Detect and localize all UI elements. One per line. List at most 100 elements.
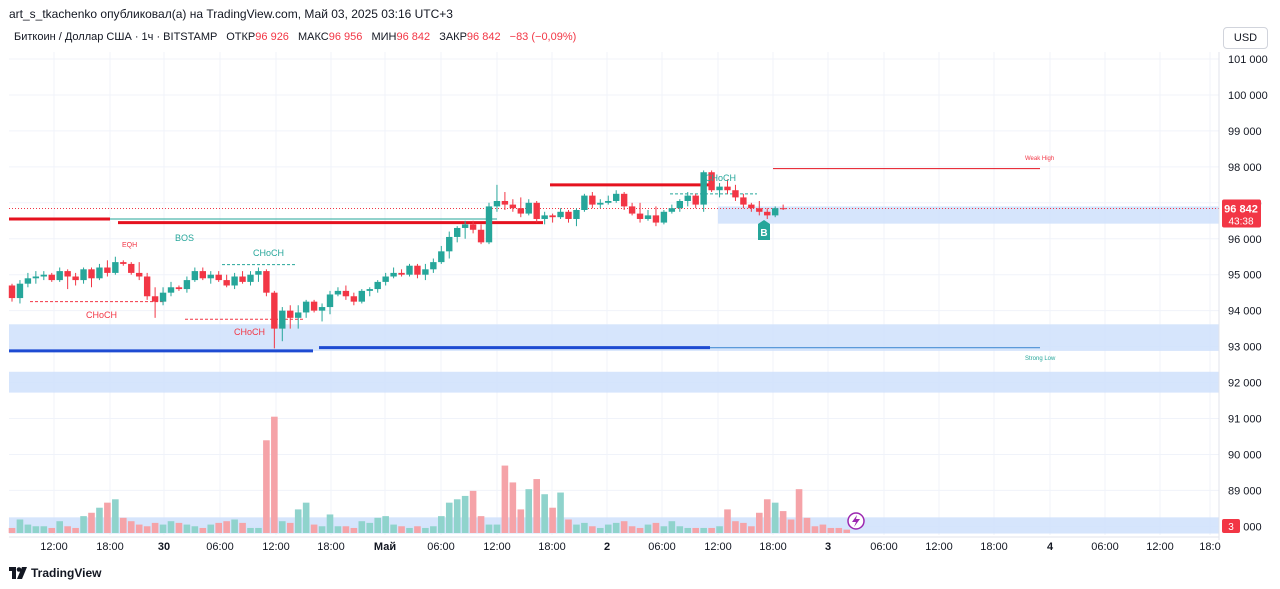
candle-body <box>541 215 548 219</box>
candle-body <box>525 202 532 214</box>
time-tick-label: 2 <box>604 541 610 553</box>
volume-bar <box>398 526 405 533</box>
close-label: ЗАКР <box>439 31 467 43</box>
volume-bar <box>748 526 755 533</box>
candle-body <box>430 262 437 270</box>
annotation-label: CHoCH <box>705 173 736 183</box>
price-tick-label: 99 000 <box>1228 126 1262 138</box>
volume-bar <box>175 522 183 533</box>
price-tick-label: 100 000 <box>1228 90 1268 102</box>
candles <box>8 170 787 349</box>
annotation-label: Weak High <box>1025 156 1054 162</box>
volume-bar <box>112 499 119 533</box>
volume-badge-value: 3 <box>1228 522 1234 533</box>
candle-body <box>684 195 691 202</box>
countdown-value: 43:38 <box>1228 216 1253 227</box>
candle-body <box>334 290 342 295</box>
time-axis: 12:00 18:00 30 06:00 12:00 18:00 Май 06:00 12:00… <box>9 536 1221 553</box>
candle-body <box>756 208 763 212</box>
time-tick-label: 06:00 <box>870 541 898 553</box>
volume-bar <box>127 521 135 533</box>
currency-button[interactable]: USD <box>1223 27 1268 49</box>
candle-body <box>40 274 47 277</box>
volume-bar <box>756 512 763 533</box>
candle-body <box>151 296 159 302</box>
price-tick-label: 91 000 <box>1228 414 1262 426</box>
volume-bar <box>120 517 127 533</box>
volume-bar <box>239 522 246 533</box>
candle-body <box>485 206 493 243</box>
volume-bar <box>231 519 238 533</box>
volume-bar <box>40 526 48 533</box>
symbol-title[interactable]: Биткоин / Доллар США · 1ч · BITSTAMP <box>14 31 218 43</box>
volume-bar <box>477 516 485 533</box>
volume-bar <box>382 516 389 533</box>
volume-bar <box>223 521 230 533</box>
time-tick-label: 12:00 <box>483 541 511 553</box>
candle-body <box>72 276 79 281</box>
volume-bar <box>326 514 334 533</box>
volume-bar <box>819 524 827 533</box>
volume-bar <box>167 521 175 533</box>
candle-body <box>628 206 636 214</box>
candle-body <box>255 271 262 275</box>
annotation-label: CHoCH <box>86 310 117 320</box>
candle-body <box>469 224 477 230</box>
volume-bar <box>16 519 24 533</box>
time-tick-label: 18:0 <box>1199 541 1220 553</box>
volume-bar <box>636 527 644 533</box>
publish-info: art_s_tkachenko опубликовал(а) на Tradin… <box>9 7 453 21</box>
volume-bar <box>286 522 294 533</box>
candle-body <box>231 276 238 286</box>
volume-bar <box>485 524 493 533</box>
candle-body <box>581 195 588 210</box>
volume-bar <box>525 489 533 533</box>
volume-bar <box>80 516 87 533</box>
candle-body <box>88 269 95 279</box>
volume-bar <box>469 490 477 533</box>
volume-bar <box>96 507 103 533</box>
candle-body <box>199 271 206 279</box>
volume-bar <box>779 511 787 533</box>
volume-bar <box>271 416 278 533</box>
candle-body <box>438 251 445 263</box>
tradingview-logo[interactable]: TradingView <box>9 566 101 580</box>
candle-body <box>382 276 389 282</box>
candle-body <box>501 201 509 205</box>
tradingview-logo-icon <box>9 567 27 579</box>
candle-body <box>16 283 24 299</box>
volume-bar <box>390 524 397 533</box>
candle-body <box>287 310 294 318</box>
lightning-icon[interactable] <box>847 512 865 530</box>
price-tick-label: 98 000 <box>1228 162 1262 174</box>
candle-body <box>549 215 556 218</box>
candle-body <box>636 213 644 219</box>
candle-body <box>461 224 469 228</box>
last-price-value: 96 842 <box>1224 203 1258 215</box>
candle-body <box>724 186 731 191</box>
volume-bar <box>191 526 199 533</box>
time-tick-label: 18:00 <box>759 541 787 553</box>
candle-body <box>80 269 87 281</box>
volume-bar <box>263 440 270 533</box>
candle-body <box>104 267 111 273</box>
candle-body <box>112 262 119 273</box>
close-value: 96 842 <box>466 31 501 43</box>
annotation-label: Strong Low <box>1025 356 1056 362</box>
high-value: 96 956 <box>328 31 363 43</box>
candle-body <box>128 263 135 273</box>
candle-body <box>517 208 524 214</box>
volume-bar <box>215 522 222 533</box>
volume-bar <box>358 521 366 533</box>
price-tick-label: 96 000 <box>1228 234 1262 246</box>
annotation-label: CHoCH <box>234 327 265 337</box>
time-tick-label: 06:00 <box>427 541 455 553</box>
time-tick-label: 06:00 <box>648 541 676 553</box>
candle-body <box>597 202 604 205</box>
candle-body <box>613 193 620 202</box>
volume-bar <box>644 524 652 533</box>
volume-bar <box>763 499 771 533</box>
volume-bar <box>414 526 421 533</box>
candle-body <box>406 265 413 275</box>
